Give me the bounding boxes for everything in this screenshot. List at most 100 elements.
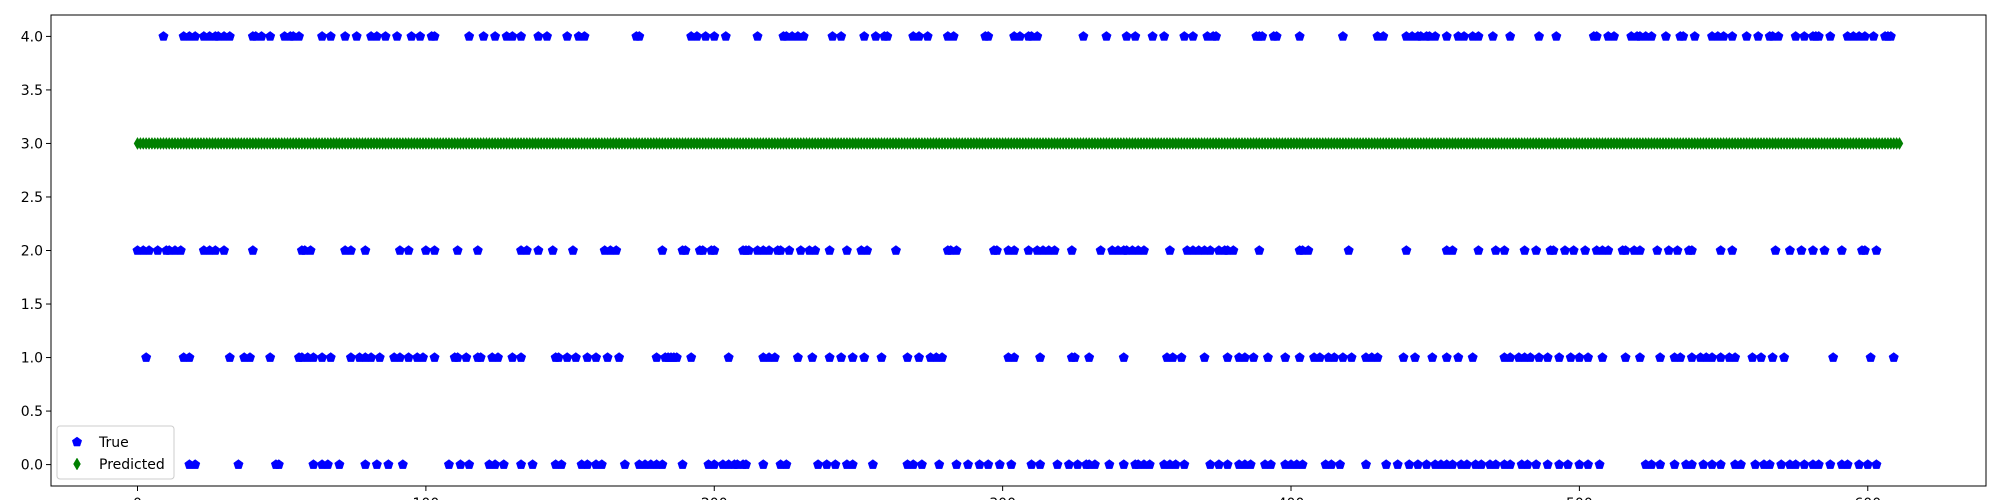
- true-point: [1404, 459, 1415, 469]
- true-point: [867, 459, 878, 469]
- true-point: [1620, 352, 1631, 362]
- true-point: [937, 352, 948, 362]
- true-point: [1747, 352, 1758, 362]
- true-point: [1784, 245, 1795, 255]
- true-point: [1813, 459, 1824, 469]
- true-point: [691, 31, 703, 41]
- true-point: [1735, 459, 1746, 469]
- true-point: [1257, 31, 1268, 41]
- true-point: [1652, 245, 1663, 255]
- true-point: [345, 352, 356, 362]
- true-point: [1334, 459, 1346, 469]
- true-point: [1565, 352, 1576, 362]
- true-point: [1597, 352, 1608, 362]
- true-point: [1147, 31, 1158, 41]
- true-point: [265, 352, 276, 362]
- true-point: [1392, 459, 1403, 469]
- x-tick-label: 200: [701, 496, 728, 500]
- true-point: [1095, 245, 1106, 255]
- true-point: [1159, 31, 1170, 41]
- true-point: [807, 352, 818, 362]
- true-point: [1706, 352, 1718, 362]
- true-point: [1634, 245, 1645, 255]
- true-point: [1006, 459, 1017, 469]
- true-point: [798, 31, 809, 41]
- true-point: [934, 459, 945, 469]
- true-point: [1453, 352, 1464, 362]
- true-point: [1813, 31, 1824, 41]
- true-point: [1741, 31, 1752, 41]
- true-point: [371, 31, 382, 41]
- true-point: [429, 31, 440, 41]
- true-point: [1049, 245, 1060, 255]
- true-point: [582, 459, 593, 469]
- true-point: [498, 459, 509, 469]
- true-point: [1533, 31, 1545, 41]
- true-point: [1130, 31, 1141, 41]
- true-point: [247, 245, 258, 255]
- true-point: [325, 352, 336, 362]
- true-point: [507, 352, 518, 362]
- true-point: [579, 31, 590, 41]
- true-point: [1525, 352, 1536, 362]
- true-point: [1401, 245, 1412, 255]
- true-point: [913, 31, 925, 41]
- true-point: [1084, 352, 1095, 362]
- true-point: [651, 352, 662, 362]
- true-point: [492, 352, 504, 362]
- legend-label-predicted: Predicted: [99, 457, 165, 473]
- true-point: [657, 459, 668, 469]
- true-point: [1210, 31, 1222, 41]
- y-tick-label: 1.0: [21, 351, 43, 367]
- true-point: [680, 245, 691, 255]
- true-point: [383, 459, 394, 469]
- x-tick-label: 300: [989, 496, 1016, 500]
- true-point: [1505, 31, 1516, 41]
- true-point: [951, 459, 962, 469]
- true-point: [876, 352, 887, 362]
- true-point: [1427, 352, 1438, 362]
- true-point: [1790, 31, 1801, 41]
- x-tick-label: 500: [1566, 496, 1593, 500]
- true-point: [795, 245, 806, 255]
- true-point: [322, 459, 333, 469]
- true-point: [1467, 352, 1478, 362]
- true-point: [1519, 245, 1530, 255]
- true-point: [516, 459, 527, 469]
- true-point: [602, 352, 613, 362]
- true-point: [1104, 459, 1115, 469]
- true-point: [1727, 31, 1738, 41]
- true-point: [596, 459, 607, 469]
- true-point: [325, 31, 336, 41]
- true-point: [1730, 352, 1741, 362]
- true-point: [1764, 459, 1775, 469]
- true-point: [1063, 459, 1075, 469]
- true-point: [720, 31, 731, 41]
- true-point: [1303, 245, 1314, 255]
- true-point: [1776, 459, 1787, 469]
- true-point: [308, 352, 319, 362]
- y-tick-label: 3.0: [21, 136, 43, 152]
- legend-pentagon: [71, 436, 83, 447]
- true-point: [697, 245, 708, 255]
- true-point: [464, 31, 475, 41]
- true-point: [366, 352, 377, 362]
- true-point: [769, 352, 780, 362]
- true-point: [455, 459, 466, 469]
- true-point: [1868, 31, 1879, 41]
- true-point: [1819, 245, 1830, 255]
- true-point: [1176, 352, 1187, 362]
- true-point: [397, 459, 408, 469]
- x-tick-label: 400: [1278, 496, 1305, 500]
- true-point: [1213, 459, 1224, 469]
- true-point: [1052, 459, 1063, 469]
- true-point: [1859, 31, 1870, 41]
- true-point: [1718, 31, 1729, 41]
- true-point: [1669, 459, 1680, 469]
- true-point: [1854, 459, 1865, 469]
- true-point: [983, 459, 994, 469]
- true-point: [1686, 352, 1697, 362]
- true-point: [686, 352, 697, 362]
- legend: True Predicted: [56, 425, 175, 480]
- true-point: [1663, 245, 1674, 255]
